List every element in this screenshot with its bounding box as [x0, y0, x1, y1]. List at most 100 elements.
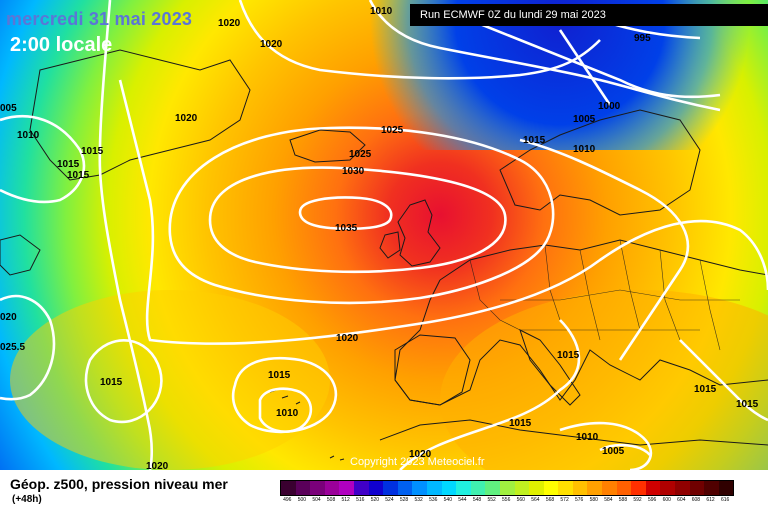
- isobar-label: 995: [634, 33, 651, 44]
- isobar-1020-west: [0, 294, 56, 401]
- color-scale-cell: [485, 481, 500, 495]
- north-africa-coast: [379, 419, 768, 446]
- valid-date: mercredi 31 mai 2023: [6, 9, 193, 29]
- color-scale-label: 532: [414, 497, 423, 503]
- isobar-1015-azores: [231, 356, 338, 434]
- isobar-labels: 1020 1010 995 1020 005 1010 1015 1015 10…: [0, 6, 759, 470]
- color-scale-label: 588: [618, 497, 628, 503]
- europe-coast: [394, 239, 768, 406]
- color-scale-label: 496: [283, 497, 292, 503]
- color-scale-cell: [645, 481, 661, 495]
- color-scale-cell: [295, 481, 311, 495]
- isobar-label: 1015: [509, 418, 532, 429]
- british-isles-coast: [379, 199, 441, 267]
- isobar-1010-north: [368, 0, 721, 112]
- isobar-label: 1015: [736, 399, 759, 410]
- color-scale-labels: 496 500 504 508 512 516 520 524 528 532 536 540 544 5…: [280, 497, 732, 503]
- color-scale-cell: [383, 481, 398, 495]
- color-scale-label: 520: [370, 497, 380, 503]
- color-scale-cell: [543, 481, 559, 495]
- isobar-label: 1020: [336, 333, 359, 344]
- color-scale-cell: [631, 481, 646, 495]
- isobar-label: 1015: [557, 350, 580, 361]
- color-scale-label: 540: [443, 497, 452, 503]
- color-scale-label: 524: [385, 497, 394, 503]
- color-scale-label: 592: [633, 497, 642, 503]
- color-scale-label: 544: [458, 497, 467, 503]
- isobar-1010-azores: [258, 387, 313, 433]
- color-scale-label: 612: [706, 497, 715, 503]
- copyright-text: Copyright 2023 Meteociel.fr: [350, 456, 485, 468]
- isobar-1025: [168, 126, 555, 305]
- iberia-coast: [394, 334, 471, 406]
- isobar-label: 020: [0, 312, 17, 323]
- color-scale-label: 572: [560, 497, 569, 503]
- isobar-label: 005: [0, 103, 17, 114]
- color-scale-label: 504: [312, 497, 321, 503]
- isobar-1020-north: [238, 0, 601, 80]
- color-scale-label: 508: [326, 497, 336, 503]
- isobar-label: 1015: [694, 384, 717, 395]
- color-scale-label: 512: [341, 497, 350, 503]
- color-scale-label: 516: [356, 497, 365, 503]
- color-scale-cell: [499, 481, 515, 495]
- color-scale-label: 604: [677, 497, 686, 503]
- isobar-label: 1000: [598, 101, 621, 112]
- legend-title: Géop. z500, pression niveau mer: [10, 476, 228, 492]
- isobar-1005-med: [599, 443, 651, 456]
- color-scale-cell: [587, 481, 603, 495]
- color-scale-cell: [310, 481, 325, 495]
- canary-islands: [329, 455, 345, 461]
- isobar-1035: [298, 196, 393, 231]
- legend-subtitle: (+48h): [12, 494, 42, 505]
- color-scale-cell: [602, 481, 617, 495]
- run-info-box: [410, 4, 768, 26]
- color-scale-cell: [675, 481, 690, 495]
- color-scale-label: 600: [662, 497, 671, 503]
- isobar-label: 1015: [67, 170, 90, 181]
- isobar-label: 1010: [576, 432, 599, 443]
- scandinavia-coast: [499, 109, 701, 216]
- color-scale: [280, 480, 735, 496]
- isobar-1005-north: [469, 18, 721, 99]
- isobar-1015-europe-2: [399, 319, 581, 470]
- isobar-1015-africa: [84, 339, 163, 424]
- color-scale-cell: [324, 481, 340, 495]
- isobar-1015-west: [98, 0, 154, 470]
- greenland-coast: [29, 49, 251, 181]
- color-scale-cell: [660, 481, 676, 495]
- color-scale-label: 552: [487, 497, 496, 503]
- color-scale-cell: [529, 481, 544, 495]
- color-scale-cell: [397, 481, 413, 495]
- isobar-label: 1010: [17, 130, 40, 141]
- run-info: Run ECMWF 0Z du lundi 29 mai 2023: [420, 9, 606, 21]
- color-scale-label: 576: [575, 497, 584, 503]
- color-scale-cell: [368, 481, 384, 495]
- isobar-label: 1035: [335, 223, 358, 234]
- isobar-label: 1015: [268, 370, 291, 381]
- color-scale-cell: [689, 481, 705, 495]
- color-scale-cell: [616, 481, 632, 495]
- isobar-label: 1025: [381, 125, 404, 136]
- color-scale-cell: [412, 481, 427, 495]
- color-scale-label: 528: [399, 497, 409, 503]
- isobar-label: 1020: [409, 449, 432, 460]
- newfoundland-coast: [0, 234, 41, 276]
- color-scale-label: 564: [531, 497, 540, 503]
- isobar-1000-north: [558, 29, 612, 106]
- country-borders: [469, 239, 740, 351]
- isobar-label: 1010: [573, 144, 596, 155]
- isobar-label: 1010: [276, 408, 299, 419]
- isobar-label: 1005: [602, 446, 625, 457]
- iceland-coast: [289, 129, 366, 163]
- color-scale-cell: [441, 481, 457, 495]
- isobar-label: 1015: [81, 146, 104, 157]
- color-scale-label: 548: [472, 497, 482, 503]
- isobar-label: 1015: [523, 135, 546, 146]
- color-scale-cell: [470, 481, 486, 495]
- color-scale-label: 584: [604, 497, 613, 503]
- color-scale-cell: [572, 481, 588, 495]
- valid-time: 2:00 locale: [10, 34, 113, 56]
- isobar-label: 1010: [370, 6, 393, 17]
- color-scale-cell: [281, 481, 296, 495]
